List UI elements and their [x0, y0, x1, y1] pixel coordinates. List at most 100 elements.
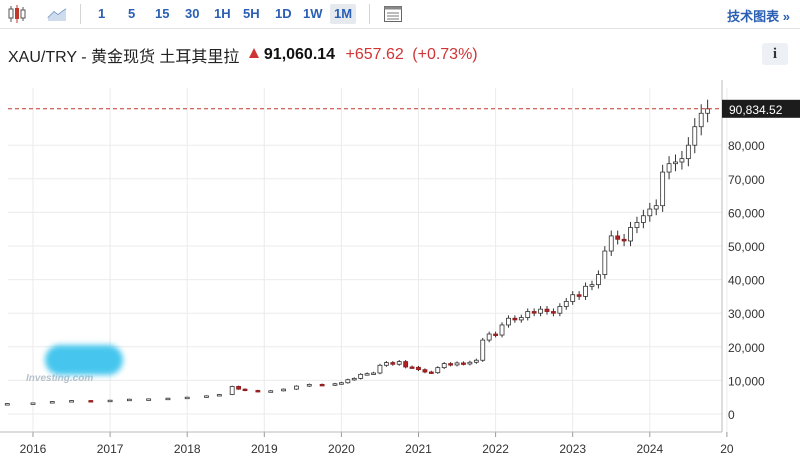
interval-30-button[interactable]: 30: [185, 6, 200, 21]
candlestick-icon[interactable]: [6, 3, 28, 25]
x-tick-label: 2017: [97, 442, 124, 456]
candle: [409, 366, 415, 369]
candle: [602, 250, 608, 275]
candle: [49, 401, 55, 404]
candle: [673, 161, 678, 165]
candle: [165, 397, 171, 401]
up-arrow-icon: [248, 48, 259, 58]
x-tick-label: 2022: [482, 442, 509, 456]
candle: [306, 384, 312, 387]
candle: [403, 361, 409, 368]
candle: [692, 126, 698, 146]
y-tick-label: 50,000: [728, 240, 765, 254]
x-tick-label: 2021: [405, 442, 432, 456]
candle: [107, 399, 113, 403]
mountain-chart-icon[interactable]: [46, 3, 68, 25]
candle: [525, 311, 531, 318]
candle: [338, 382, 344, 385]
last-price: 91,060.14: [263, 46, 336, 63]
y-tick-label: 60,000: [728, 206, 765, 220]
x-tick-label: 2019: [251, 442, 278, 456]
x-tick-label: 2016: [20, 442, 47, 456]
candle: [538, 308, 543, 314]
price-change: +657.62: [345, 46, 404, 63]
candle: [281, 388, 286, 392]
interval-1-button[interactable]: 1: [98, 6, 106, 21]
candle: [467, 361, 473, 365]
y-tick-label: 70,000: [728, 173, 765, 187]
candle: [358, 373, 364, 379]
candle: [30, 402, 36, 405]
candle: [184, 396, 190, 400]
technical-chart-link[interactable]: 技术图表 »: [727, 9, 790, 24]
candle: [653, 205, 659, 210]
last-price-tag-label: 90,834.52: [729, 103, 783, 117]
candle: [615, 235, 621, 240]
candle: [255, 390, 261, 393]
candle: [371, 372, 376, 375]
candle: [608, 235, 614, 252]
candle: [126, 398, 132, 402]
toolbar-divider: [80, 4, 81, 24]
interval-5-button[interactable]: 5: [128, 6, 136, 21]
candle: [493, 333, 499, 336]
y-tick-label: 10,000: [728, 374, 765, 388]
candle: [319, 384, 325, 387]
price-change-percent: (+0.73%): [412, 46, 478, 63]
table-icon[interactable]: [382, 3, 404, 25]
x-tick-label: 2018: [174, 442, 201, 456]
candle: [576, 294, 582, 297]
candle: [146, 398, 152, 401]
y-tick-label: 0: [728, 408, 735, 422]
info-button[interactable]: i: [762, 43, 788, 65]
candle: [268, 390, 274, 393]
candle: [666, 163, 672, 173]
candle: [480, 339, 486, 361]
candle: [679, 158, 685, 163]
candle: [441, 363, 447, 369]
candle: [660, 171, 666, 207]
interval-1m-button[interactable]: 1M: [330, 4, 357, 24]
interval-1h-button[interactable]: 1H: [214, 6, 231, 21]
candle: [512, 317, 518, 321]
candle: [377, 364, 383, 374]
candle: [88, 400, 94, 403]
x-tick-label: 2023: [559, 442, 586, 456]
candle: [640, 215, 646, 223]
x-tick-label: 2024: [636, 442, 663, 456]
candle: [69, 400, 74, 403]
candle: [506, 317, 511, 326]
candle: [229, 386, 235, 395]
candle: [4, 403, 10, 406]
investing-watermark: Investing.com: [26, 373, 94, 384]
candle: [345, 379, 351, 384]
candle: [570, 294, 576, 302]
candle: [242, 388, 248, 392]
candle: [621, 238, 627, 242]
candle: [531, 311, 537, 314]
candle: [563, 301, 569, 307]
last-price-tag: [722, 99, 800, 118]
interval-1w-button[interactable]: 1W: [303, 6, 323, 21]
candle: [236, 386, 242, 390]
interval-15-button[interactable]: 15: [155, 6, 170, 21]
candle: [422, 369, 428, 373]
candle: [332, 383, 338, 386]
candle: [351, 377, 357, 381]
y-tick-label: 80,000: [728, 139, 765, 153]
candle: [204, 395, 209, 398]
candle: [416, 366, 421, 371]
price-chart[interactable]: 0 10,000 20,000 30,000 40,000 50,000 60,000 70,…: [0, 80, 800, 470]
instrument-name: XAU/TRY - 黄金现货 土耳其里拉: [8, 49, 240, 66]
interval-5h-button[interactable]: 5H: [243, 6, 260, 21]
candle: [551, 311, 556, 314]
candle: [583, 285, 588, 297]
candle: [461, 362, 466, 365]
candle: [294, 385, 299, 390]
candle: [628, 227, 633, 242]
candle: [634, 222, 640, 228]
candle: [499, 324, 505, 336]
candle: [448, 363, 454, 366]
y-tick-label: 20,000: [728, 341, 765, 355]
interval-1d-button[interactable]: 1D: [275, 6, 292, 21]
